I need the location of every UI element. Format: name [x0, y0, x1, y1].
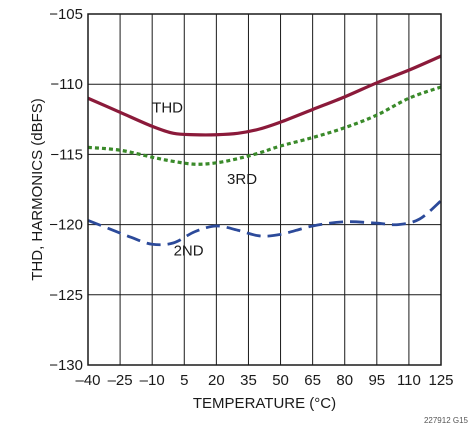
series-labels: THD 3RD 2ND — [152, 99, 257, 259]
x-tick-label: 80 — [336, 372, 353, 389]
series-label-2nd: 2ND — [174, 242, 204, 259]
y-tick-label: −115 — [50, 146, 83, 163]
x-tick-label: –40 — [75, 372, 100, 389]
x-tick-label: 110 — [397, 372, 421, 389]
tick-labels: –40 –25 –10 5 20 35 50 65 80 95 110 125 −130 −125 −120… — [49, 6, 453, 389]
x-tick-label: 125 — [428, 372, 453, 389]
grid — [88, 14, 441, 365]
y-tick-label: −120 — [49, 217, 83, 234]
y-tick-label: −110 — [50, 76, 83, 93]
plot-frame — [87, 13, 442, 366]
series-label-3rd: 3RD — [227, 171, 257, 188]
series-label-thd: THD — [152, 99, 183, 116]
x-tick-label: 50 — [272, 372, 289, 389]
x-tick-label: 65 — [304, 372, 321, 389]
x-tick-label: 95 — [368, 372, 385, 389]
x-tick-label: –25 — [108, 372, 133, 389]
x-tick-label: 20 — [208, 372, 225, 389]
x-tick-label: –10 — [140, 372, 165, 389]
figure-code: 227912 G15 — [424, 416, 469, 425]
x-axis-title: TEMPERATURE (°C) — [193, 395, 336, 412]
y-axis-title: THD, HARMONICS (dBFS) — [29, 98, 46, 281]
y-tick-label: −105 — [49, 6, 83, 23]
x-tick-label: 5 — [180, 372, 188, 389]
series-lines — [87, 54, 442, 247]
series-line-3rd — [87, 85, 442, 166]
y-tick-label: −125 — [49, 287, 83, 304]
y-tick-label: −130 — [49, 357, 83, 374]
x-tick-label: 35 — [240, 372, 257, 389]
series-line-thd — [87, 54, 442, 137]
series-line-2nd — [87, 199, 442, 247]
